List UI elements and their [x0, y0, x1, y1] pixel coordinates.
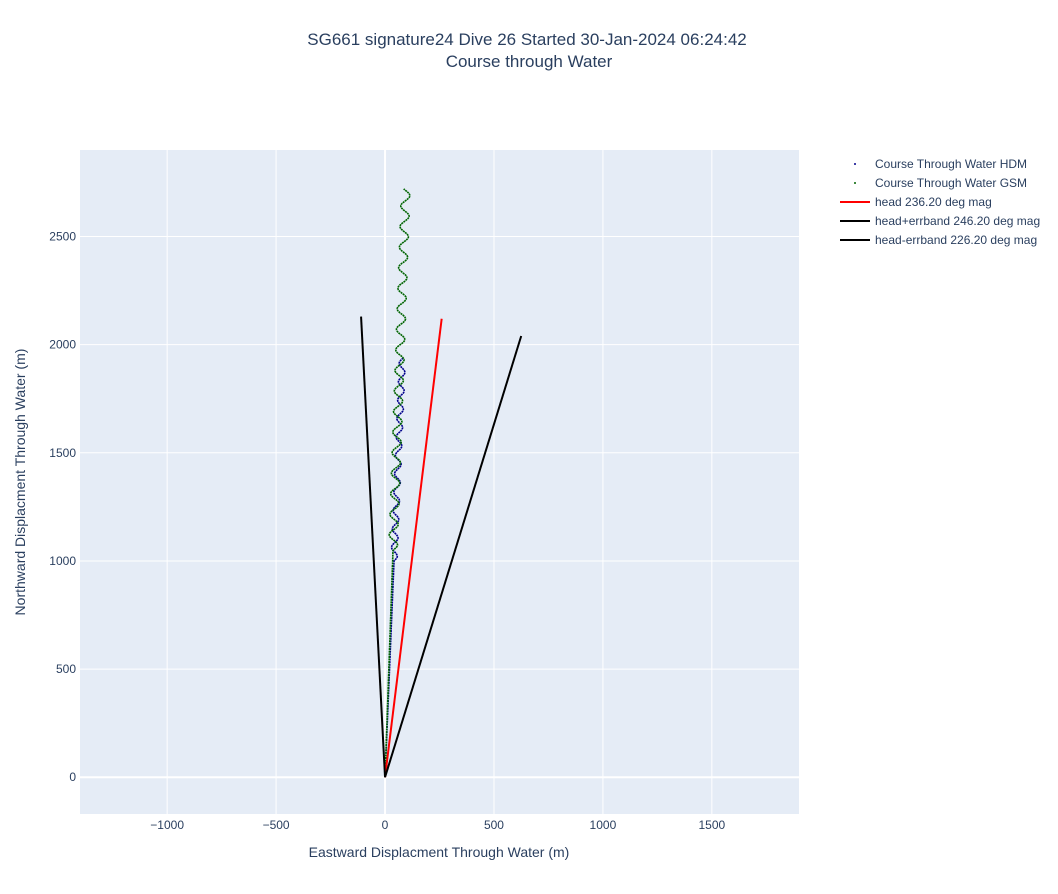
y-tick-label: 1000 — [49, 554, 76, 568]
legend-item[interactable]: Course Through Water GSM — [854, 176, 1027, 190]
legend-marker — [854, 182, 856, 184]
x-axis-ticks: −1000 −500 0 500 1000 1500 — [150, 818, 725, 832]
x-tick-label: −1000 — [150, 818, 184, 832]
y-axis-title: Northward Displacment Through Water (m) — [12, 349, 28, 616]
x-axis-title: Eastward Displacment Through Water (m) — [309, 844, 570, 860]
x-tick-label: 0 — [382, 818, 389, 832]
series-course-through-water-hdm[interactable] — [384, 356, 406, 778]
x-tick-label: −500 — [263, 818, 290, 832]
legend-label: Course Through Water HDM — [875, 157, 1027, 171]
y-tick-label: 2500 — [49, 230, 76, 244]
legend-item[interactable]: head 236.20 deg mag — [840, 195, 992, 209]
x-tick-label: 500 — [484, 818, 504, 832]
legend-label: head 236.20 deg mag — [875, 195, 992, 209]
series-head-236-20-deg-mag[interactable] — [384, 318, 443, 778]
series-course-through-water-gsm[interactable] — [384, 188, 411, 778]
y-axis-ticks: 0 500 1000 1500 2000 2500 — [49, 230, 76, 785]
x-tick-label: 1500 — [698, 818, 725, 832]
y-tick-label: 0 — [69, 770, 76, 784]
y-tick-label: 500 — [56, 662, 76, 676]
series-layer — [360, 188, 523, 778]
legend-item[interactable]: head+errband 246.20 deg mag — [840, 214, 1040, 228]
legend-marker — [854, 163, 856, 165]
series-head-errband-226-20-deg-mag[interactable] — [384, 335, 523, 778]
y-tick-label: 1500 — [49, 446, 76, 460]
legend-item[interactable]: Course Through Water HDM — [854, 157, 1027, 171]
x-tick-label: 1000 — [590, 818, 617, 832]
legend-label: head-errband 226.20 deg mag — [875, 233, 1037, 247]
y-tick-label: 2000 — [49, 338, 76, 352]
legend-item[interactable]: head-errband 226.20 deg mag — [840, 233, 1037, 247]
grid — [80, 150, 799, 814]
plot-area[interactable] — [80, 150, 799, 814]
legend-label: head+errband 246.20 deg mag — [875, 214, 1040, 228]
legend-label: Course Through Water GSM — [875, 176, 1027, 190]
chart-title: SG661 signature24 Dive 26 Started 30-Jan… — [307, 30, 746, 49]
legend[interactable]: Course Through Water HDM Course Through W… — [840, 157, 1040, 247]
chart-subtitle: Course through Water — [446, 52, 613, 71]
series-head-errband-246-20-deg-mag[interactable] — [360, 316, 387, 778]
